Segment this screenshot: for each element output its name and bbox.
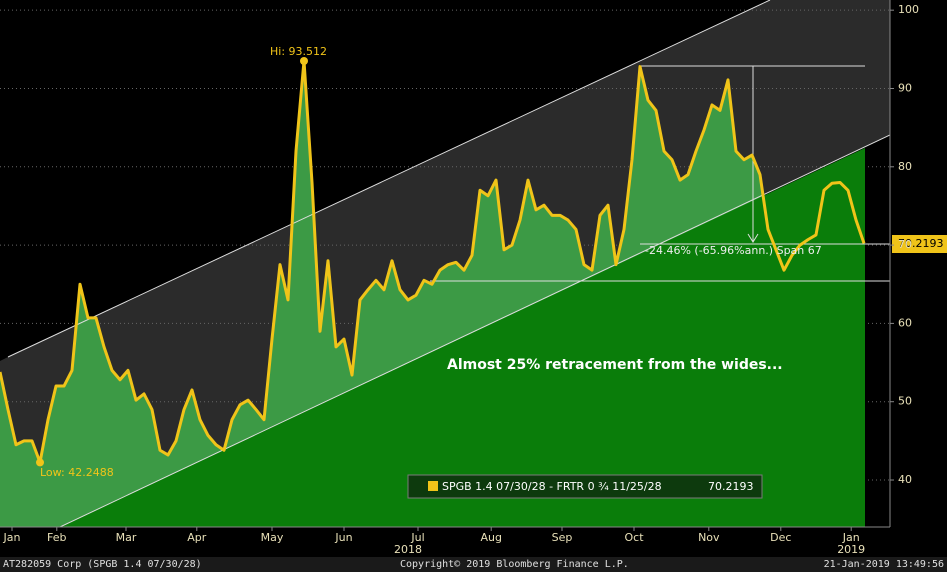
span-label: -24.46% (-65.96%ann.) Span 67: [645, 244, 822, 257]
year-label: 2018: [394, 543, 422, 556]
x-tick-label: Jun: [334, 531, 352, 544]
footer-center: Copyright© 2019 Bloomberg Finance L.P.: [400, 559, 629, 570]
x-tick-label: Mar: [116, 531, 137, 544]
y-tick-label: 100: [898, 3, 919, 16]
x-tick-label: Jan: [3, 531, 21, 544]
legend-value: 70.2193: [708, 480, 754, 493]
channel: [0, 0, 890, 527]
y-tick-label: 70: [898, 238, 912, 251]
footer-left: AT282059 Corp (SPGB 1.4 07/30/28): [3, 559, 202, 570]
x-tick-label: Sep: [552, 531, 573, 544]
channel-lower: [59, 134, 890, 527]
y-tick-label: 40: [898, 473, 912, 486]
x-tick-label: Dec: [770, 531, 791, 544]
comment: Almost 25% retracement from the wides...: [447, 357, 783, 373]
x-tick-label: Oct: [624, 531, 644, 544]
legend-swatch: [428, 481, 438, 491]
y-tick-label: 50: [898, 395, 912, 408]
x-tick-label: Feb: [47, 531, 66, 544]
high-label: Hi: 93.512: [270, 45, 327, 58]
x-tick-label: Nov: [698, 531, 720, 544]
year-label: 2019: [837, 543, 865, 556]
y-tick-label: 80: [898, 160, 912, 173]
y-tick-label: 90: [898, 81, 912, 94]
legend: SPGB 1.4 07/30/28 - FRTR 0 ¾ 11/25/28 70…: [407, 474, 763, 499]
low-label: Low: 42.2488: [40, 466, 114, 479]
channel-upper: [7, 0, 771, 358]
footer-right: 21-Jan-2019 13:49:56: [824, 559, 944, 570]
footer-bar: [0, 557, 947, 572]
last-value: 70.2193: [898, 237, 944, 250]
legend-box: [407, 474, 763, 499]
extreme-marker: [36, 458, 44, 467]
y-tick-label: 60: [898, 316, 912, 329]
x-tick-label: Aug: [480, 531, 501, 544]
last-value-box: [892, 235, 947, 253]
x-tick-label: Jan: [842, 531, 860, 544]
extreme-marker: [300, 56, 308, 65]
x-tick-label: Apr: [187, 531, 207, 544]
x-tick-label: May: [261, 531, 284, 544]
x-tick-label: Jul: [410, 531, 424, 544]
line: [0, 59, 866, 464]
arrow-head: [747, 233, 759, 243]
legend-name: SPGB 1.4 07/30/28 - FRTR 0 ¾ 11/25/28: [442, 480, 662, 493]
